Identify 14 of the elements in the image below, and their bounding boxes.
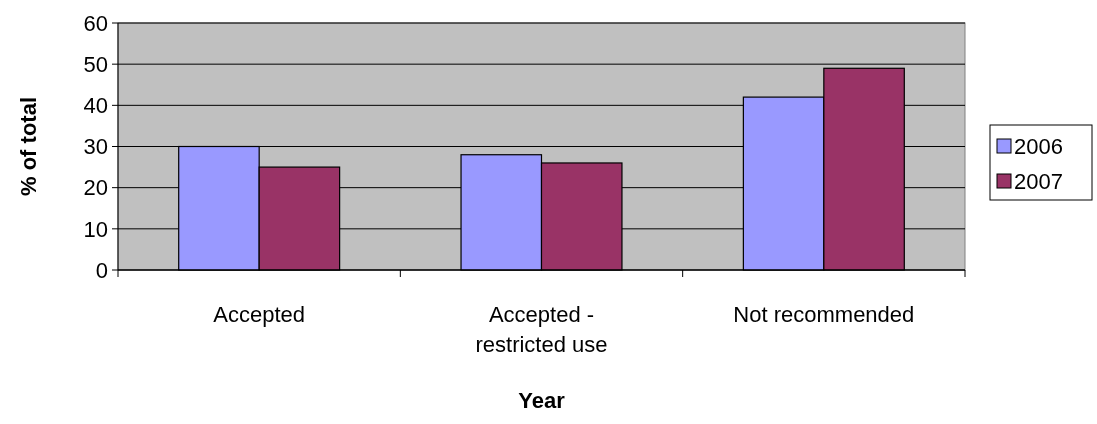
y-tick-label: 30 xyxy=(83,134,108,160)
y-tick-label: 10 xyxy=(83,216,108,242)
legend-label: 2007 xyxy=(1014,168,1063,194)
x-axis-title: Year xyxy=(518,388,566,413)
y-tick-label: 60 xyxy=(83,10,108,36)
y-tick-label: 40 xyxy=(83,93,108,119)
y-axis-title: % of total xyxy=(16,97,41,196)
y-tick-label: 0 xyxy=(95,257,108,283)
x-tick-label: Not recommended xyxy=(733,302,915,327)
y-tick-label: 20 xyxy=(83,175,108,201)
legend-label: 2006 xyxy=(1014,133,1063,159)
y-tick-label: 50 xyxy=(83,51,108,77)
x-tick-label: Accepted xyxy=(213,302,306,327)
x-tick-label: Accepted - restricted use xyxy=(475,302,608,357)
